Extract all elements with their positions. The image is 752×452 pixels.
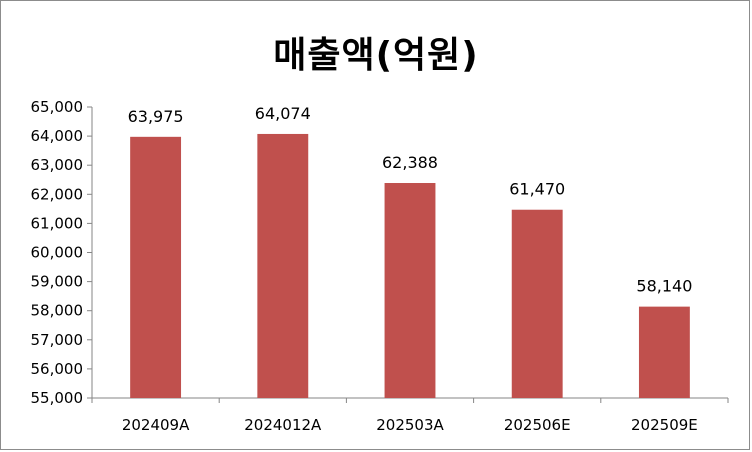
data-label: 58,140 (636, 277, 692, 296)
y-tick-label: 57,000 (31, 331, 84, 349)
y-tick-label: 55,000 (31, 389, 84, 407)
data-label: 61,470 (509, 180, 565, 199)
bar (257, 133, 309, 398)
y-tick-label: 61,000 (31, 214, 84, 232)
bar (130, 136, 182, 398)
y-tick-label: 62,000 (31, 185, 84, 203)
data-label: 62,388 (382, 153, 438, 172)
chart-title: 매출액(억원) (273, 35, 479, 76)
x-tick-label: 202506E (504, 416, 571, 434)
bar-series (130, 133, 690, 398)
y-tick-label: 59,000 (31, 273, 84, 291)
x-tick-label: 202503A (376, 416, 444, 434)
y-tick-label: 56,000 (31, 360, 84, 378)
bar (384, 183, 436, 398)
data-label: 64,074 (255, 104, 311, 123)
bar (638, 306, 690, 398)
y-tick-label: 60,000 (31, 244, 84, 262)
x-tick-label: 2024012A (244, 416, 322, 434)
data-label: 63,975 (128, 107, 184, 126)
x-tick-label: 202509E (631, 416, 698, 434)
bar (511, 209, 563, 398)
x-tick-label: 202409A (122, 416, 190, 434)
y-tick-label: 65,000 (31, 98, 84, 116)
y-tick-label: 63,000 (31, 156, 84, 174)
y-tick-label: 64,000 (31, 127, 84, 145)
data-labels: 63,975 64,074 62,388 61,470 58,140 (128, 104, 693, 296)
y-tick-label: 58,000 (31, 302, 84, 320)
chart-axes: 55,000 56,000 57,000 58,000 59,000 60,000 61,0… (31, 98, 729, 434)
